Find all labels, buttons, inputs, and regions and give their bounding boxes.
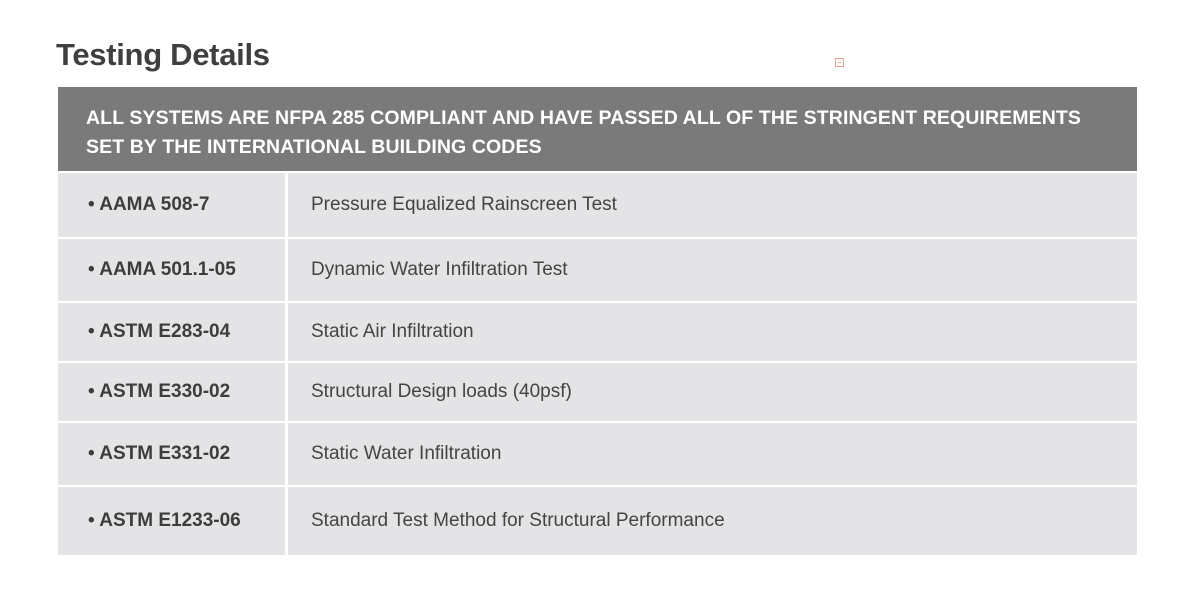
table-row: • ASTM E331-02 Static Water Infiltration [58, 423, 1137, 485]
standard-cell: • AAMA 508-7 [58, 173, 285, 237]
testing-details-table: ALL SYSTEMS ARE NFPA 285 COMPLIANT AND H… [58, 87, 1137, 555]
description-cell: Pressure Equalized Rainscreen Test [288, 173, 1137, 237]
table-row: • ASTM E283-04 Static Air Infiltration [58, 303, 1137, 361]
description-cell: Structural Design loads (40psf) [288, 363, 1137, 421]
standard-cell: • ASTM E330-02 [58, 363, 285, 421]
comment-marker-icon[interactable] [835, 58, 844, 67]
description-cell: Static Water Infiltration [288, 423, 1137, 485]
standard-cell: • AAMA 501.1-05 [58, 239, 285, 301]
page-title: Testing Details [56, 37, 270, 72]
table-row: • ASTM E1233-06 Standard Test Method for… [58, 487, 1137, 555]
standard-cell: • ASTM E283-04 [58, 303, 285, 361]
standard-cell: • ASTM E1233-06 [58, 487, 285, 555]
table-row: • ASTM E330-02 Structural Design loads (… [58, 363, 1137, 421]
standard-cell: • ASTM E331-02 [58, 423, 285, 485]
table-header: ALL SYSTEMS ARE NFPA 285 COMPLIANT AND H… [58, 87, 1137, 171]
description-cell: Standard Test Method for Structural Perf… [288, 487, 1137, 555]
table-row: • AAMA 501.1-05 Dynamic Water Infiltrati… [58, 239, 1137, 301]
table-row: • AAMA 508-7 Pressure Equalized Rainscre… [58, 173, 1137, 237]
description-cell: Static Air Infiltration [288, 303, 1137, 361]
description-cell: Dynamic Water Infiltration Test [288, 239, 1137, 301]
